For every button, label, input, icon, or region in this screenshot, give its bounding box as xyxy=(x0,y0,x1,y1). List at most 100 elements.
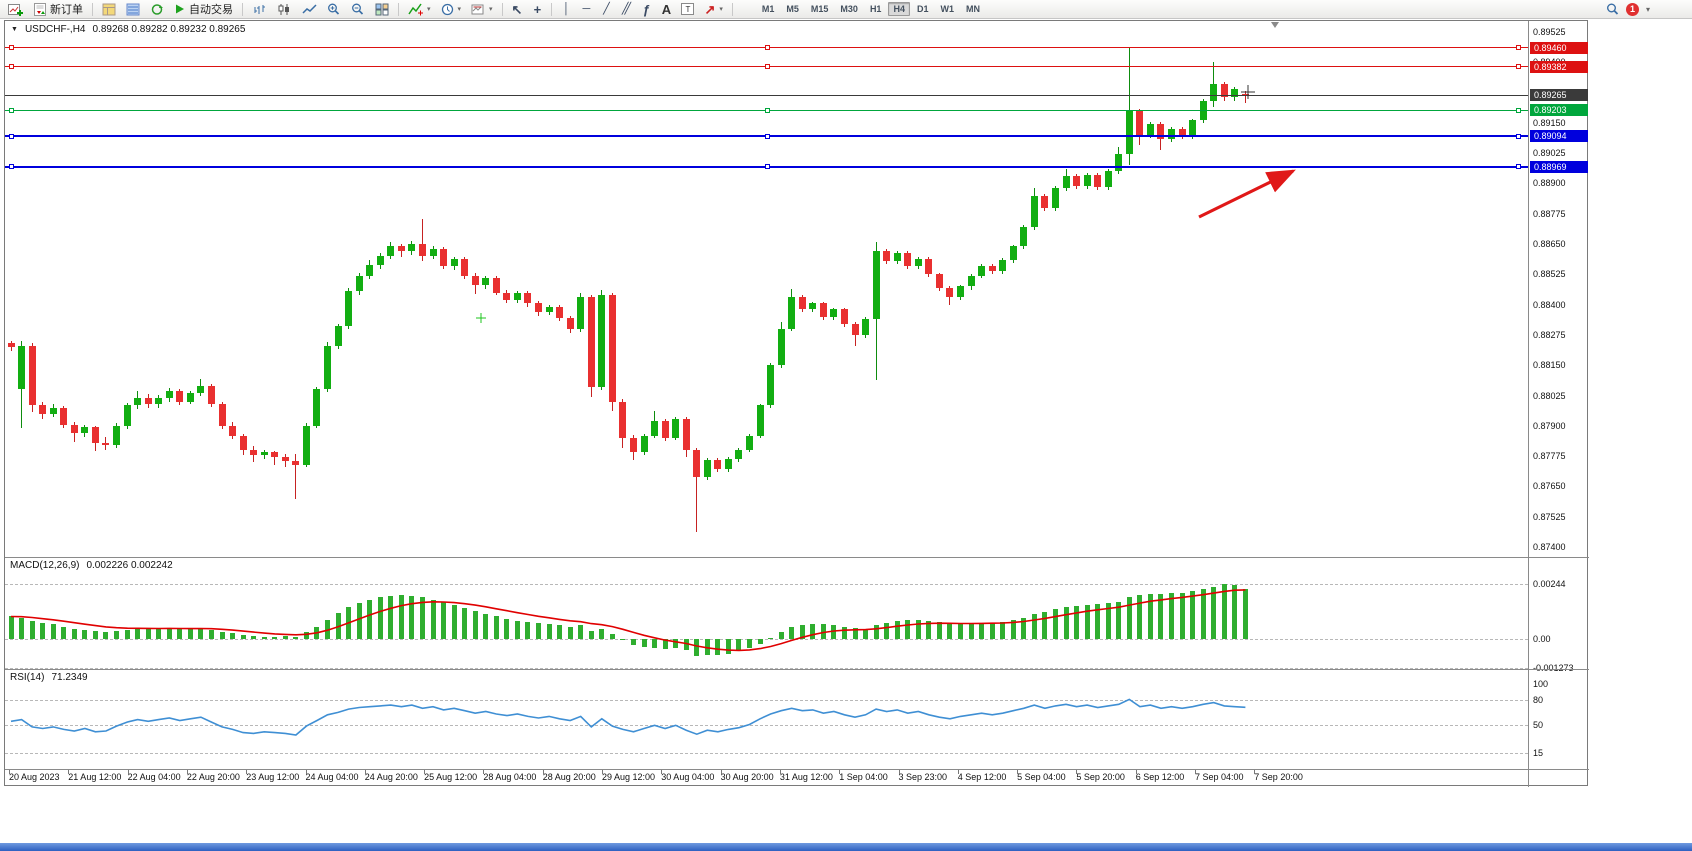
timeframe-H4[interactable]: H4 xyxy=(888,2,910,16)
horizontal-line-tool-button[interactable]: ─ xyxy=(577,1,595,17)
chart-collapse-icon[interactable]: ▼ xyxy=(11,26,18,33)
line-handle[interactable] xyxy=(764,164,770,170)
macd-histogram-bar xyxy=(1200,588,1206,639)
line-handle[interactable] xyxy=(9,45,14,51)
new-chart-button[interactable] xyxy=(4,1,27,17)
candle xyxy=(1231,88,1239,98)
line-handle[interactable] xyxy=(1516,133,1521,139)
timeframe-M30[interactable]: M30 xyxy=(840,4,858,14)
arrows-tool-button[interactable]: ↗ ▾ xyxy=(700,1,726,17)
vertical-line-tool-button[interactable]: │ xyxy=(557,1,575,17)
navigator-button[interactable] xyxy=(122,1,144,17)
text-tool-button[interactable]: A xyxy=(657,1,675,17)
line-chart-mode-button[interactable] xyxy=(298,1,321,17)
macd-histogram-bar xyxy=(346,607,352,639)
candle xyxy=(629,437,637,453)
line-handle[interactable] xyxy=(1516,164,1521,170)
macd-histogram-bar xyxy=(1242,588,1248,639)
auto-trading-button[interactable]: 自动交易 xyxy=(170,1,237,17)
price-tick-label: 0.88275 xyxy=(1533,329,1566,340)
candle xyxy=(862,319,870,335)
bar-chart-icon xyxy=(254,4,265,14)
tile-windows-button[interactable] xyxy=(371,1,393,17)
time-label: 24 Aug 04:00 xyxy=(305,772,359,782)
macd-histogram-bar xyxy=(915,620,921,639)
market-watch-button[interactable] xyxy=(98,1,120,17)
line-handle[interactable] xyxy=(764,45,770,51)
timeframe-M1[interactable]: M1 xyxy=(761,4,775,14)
candle xyxy=(271,452,279,458)
candle xyxy=(1041,195,1049,208)
new-order-button[interactable]: 新订单 xyxy=(29,1,87,17)
fibonacci-tool-button[interactable]: ƒ xyxy=(637,1,655,17)
timeframe-W1[interactable]: W1 xyxy=(940,4,954,14)
line-handle[interactable] xyxy=(9,107,14,113)
macd-histogram-bar xyxy=(441,602,447,639)
time-axis-border xyxy=(5,769,1589,770)
chart-shift-marker[interactable] xyxy=(1271,22,1279,28)
candle-wick xyxy=(1244,90,1246,103)
candle xyxy=(1062,176,1070,189)
zoom-in-button[interactable] xyxy=(323,1,345,17)
timeframe-H1[interactable]: H1 xyxy=(869,4,882,14)
notification-badge[interactable]: 1 xyxy=(1625,2,1639,16)
candlestick-icon xyxy=(278,3,289,15)
macd-histogram-bar xyxy=(630,639,636,645)
candle xyxy=(1220,84,1228,98)
rsi-panel-splitter[interactable] xyxy=(5,669,1589,670)
line-handle[interactable] xyxy=(9,133,14,139)
macd-histogram-bar xyxy=(1021,617,1027,639)
line-handle[interactable] xyxy=(764,107,770,113)
line-handle[interactable] xyxy=(764,64,770,70)
line-handle[interactable] xyxy=(1516,64,1521,70)
terminal-button[interactable] xyxy=(146,1,168,17)
price-scale-border xyxy=(1528,21,1529,787)
candle xyxy=(1125,110,1133,155)
trendline-tool-button[interactable]: ╱ xyxy=(597,1,615,17)
line-handle[interactable] xyxy=(1516,107,1521,113)
cursor-tool-button[interactable]: ↖ xyxy=(508,1,527,17)
macd-grid-line xyxy=(5,639,1528,640)
macd-histogram-bar xyxy=(8,616,14,639)
time-label: 28 Aug 04:00 xyxy=(483,772,537,782)
line-handle[interactable] xyxy=(9,64,14,70)
time-tick xyxy=(542,770,544,774)
search-icon[interactable] xyxy=(1606,3,1620,16)
rsi-grid-line xyxy=(5,724,1528,726)
price-badge: 0.89094 xyxy=(1530,130,1588,143)
macd-histogram-bar xyxy=(462,607,468,639)
timeframe-MN[interactable]: MN xyxy=(965,4,980,14)
macd-histogram-bar xyxy=(525,621,531,639)
horizontal-line-icon: ─ xyxy=(582,2,591,15)
label-tool-button[interactable]: T xyxy=(677,1,698,17)
candle xyxy=(144,397,152,404)
zoom-out-button[interactable] xyxy=(347,1,369,17)
line-handle[interactable] xyxy=(9,164,14,170)
bar-chart-mode-button[interactable] xyxy=(248,1,271,17)
macd-histogram-bar xyxy=(747,639,752,649)
timeframe-M15[interactable]: M15 xyxy=(810,4,829,14)
indicators-button[interactable]: ▾ xyxy=(404,1,435,17)
candle xyxy=(355,275,363,292)
macd-histogram-bar xyxy=(1031,614,1037,639)
rsi-scale-label: 100 xyxy=(1533,679,1549,689)
macd-histogram-bar xyxy=(219,631,225,639)
macd-panel-splitter[interactable] xyxy=(5,557,1589,558)
time-label: 28 Aug 20:00 xyxy=(542,772,596,782)
line-handle[interactable] xyxy=(1516,45,1521,51)
price-line-0.89265[interactable] xyxy=(5,94,1528,96)
crosshair-tool-button[interactable]: + xyxy=(528,1,546,17)
timeframe-D1[interactable]: D1 xyxy=(916,4,929,14)
timeframe-M5[interactable]: M5 xyxy=(786,4,799,14)
macd-histogram-bar xyxy=(768,637,774,639)
toolbar-overflow-chevron-icon[interactable]: ▾ xyxy=(1645,4,1650,14)
candle-chart-mode-button[interactable] xyxy=(273,1,296,17)
line-handle[interactable] xyxy=(764,133,770,139)
channel-tool-button[interactable]: ╱╱ xyxy=(617,1,635,17)
candle xyxy=(366,264,374,276)
macd-scale-label: 0.00 xyxy=(1533,634,1551,644)
periods-button[interactable]: ▾ xyxy=(437,1,466,17)
templates-button[interactable]: ▾ xyxy=(467,1,497,17)
vertical-line-icon: │ xyxy=(563,2,570,15)
macd-histogram-bar xyxy=(778,632,784,639)
